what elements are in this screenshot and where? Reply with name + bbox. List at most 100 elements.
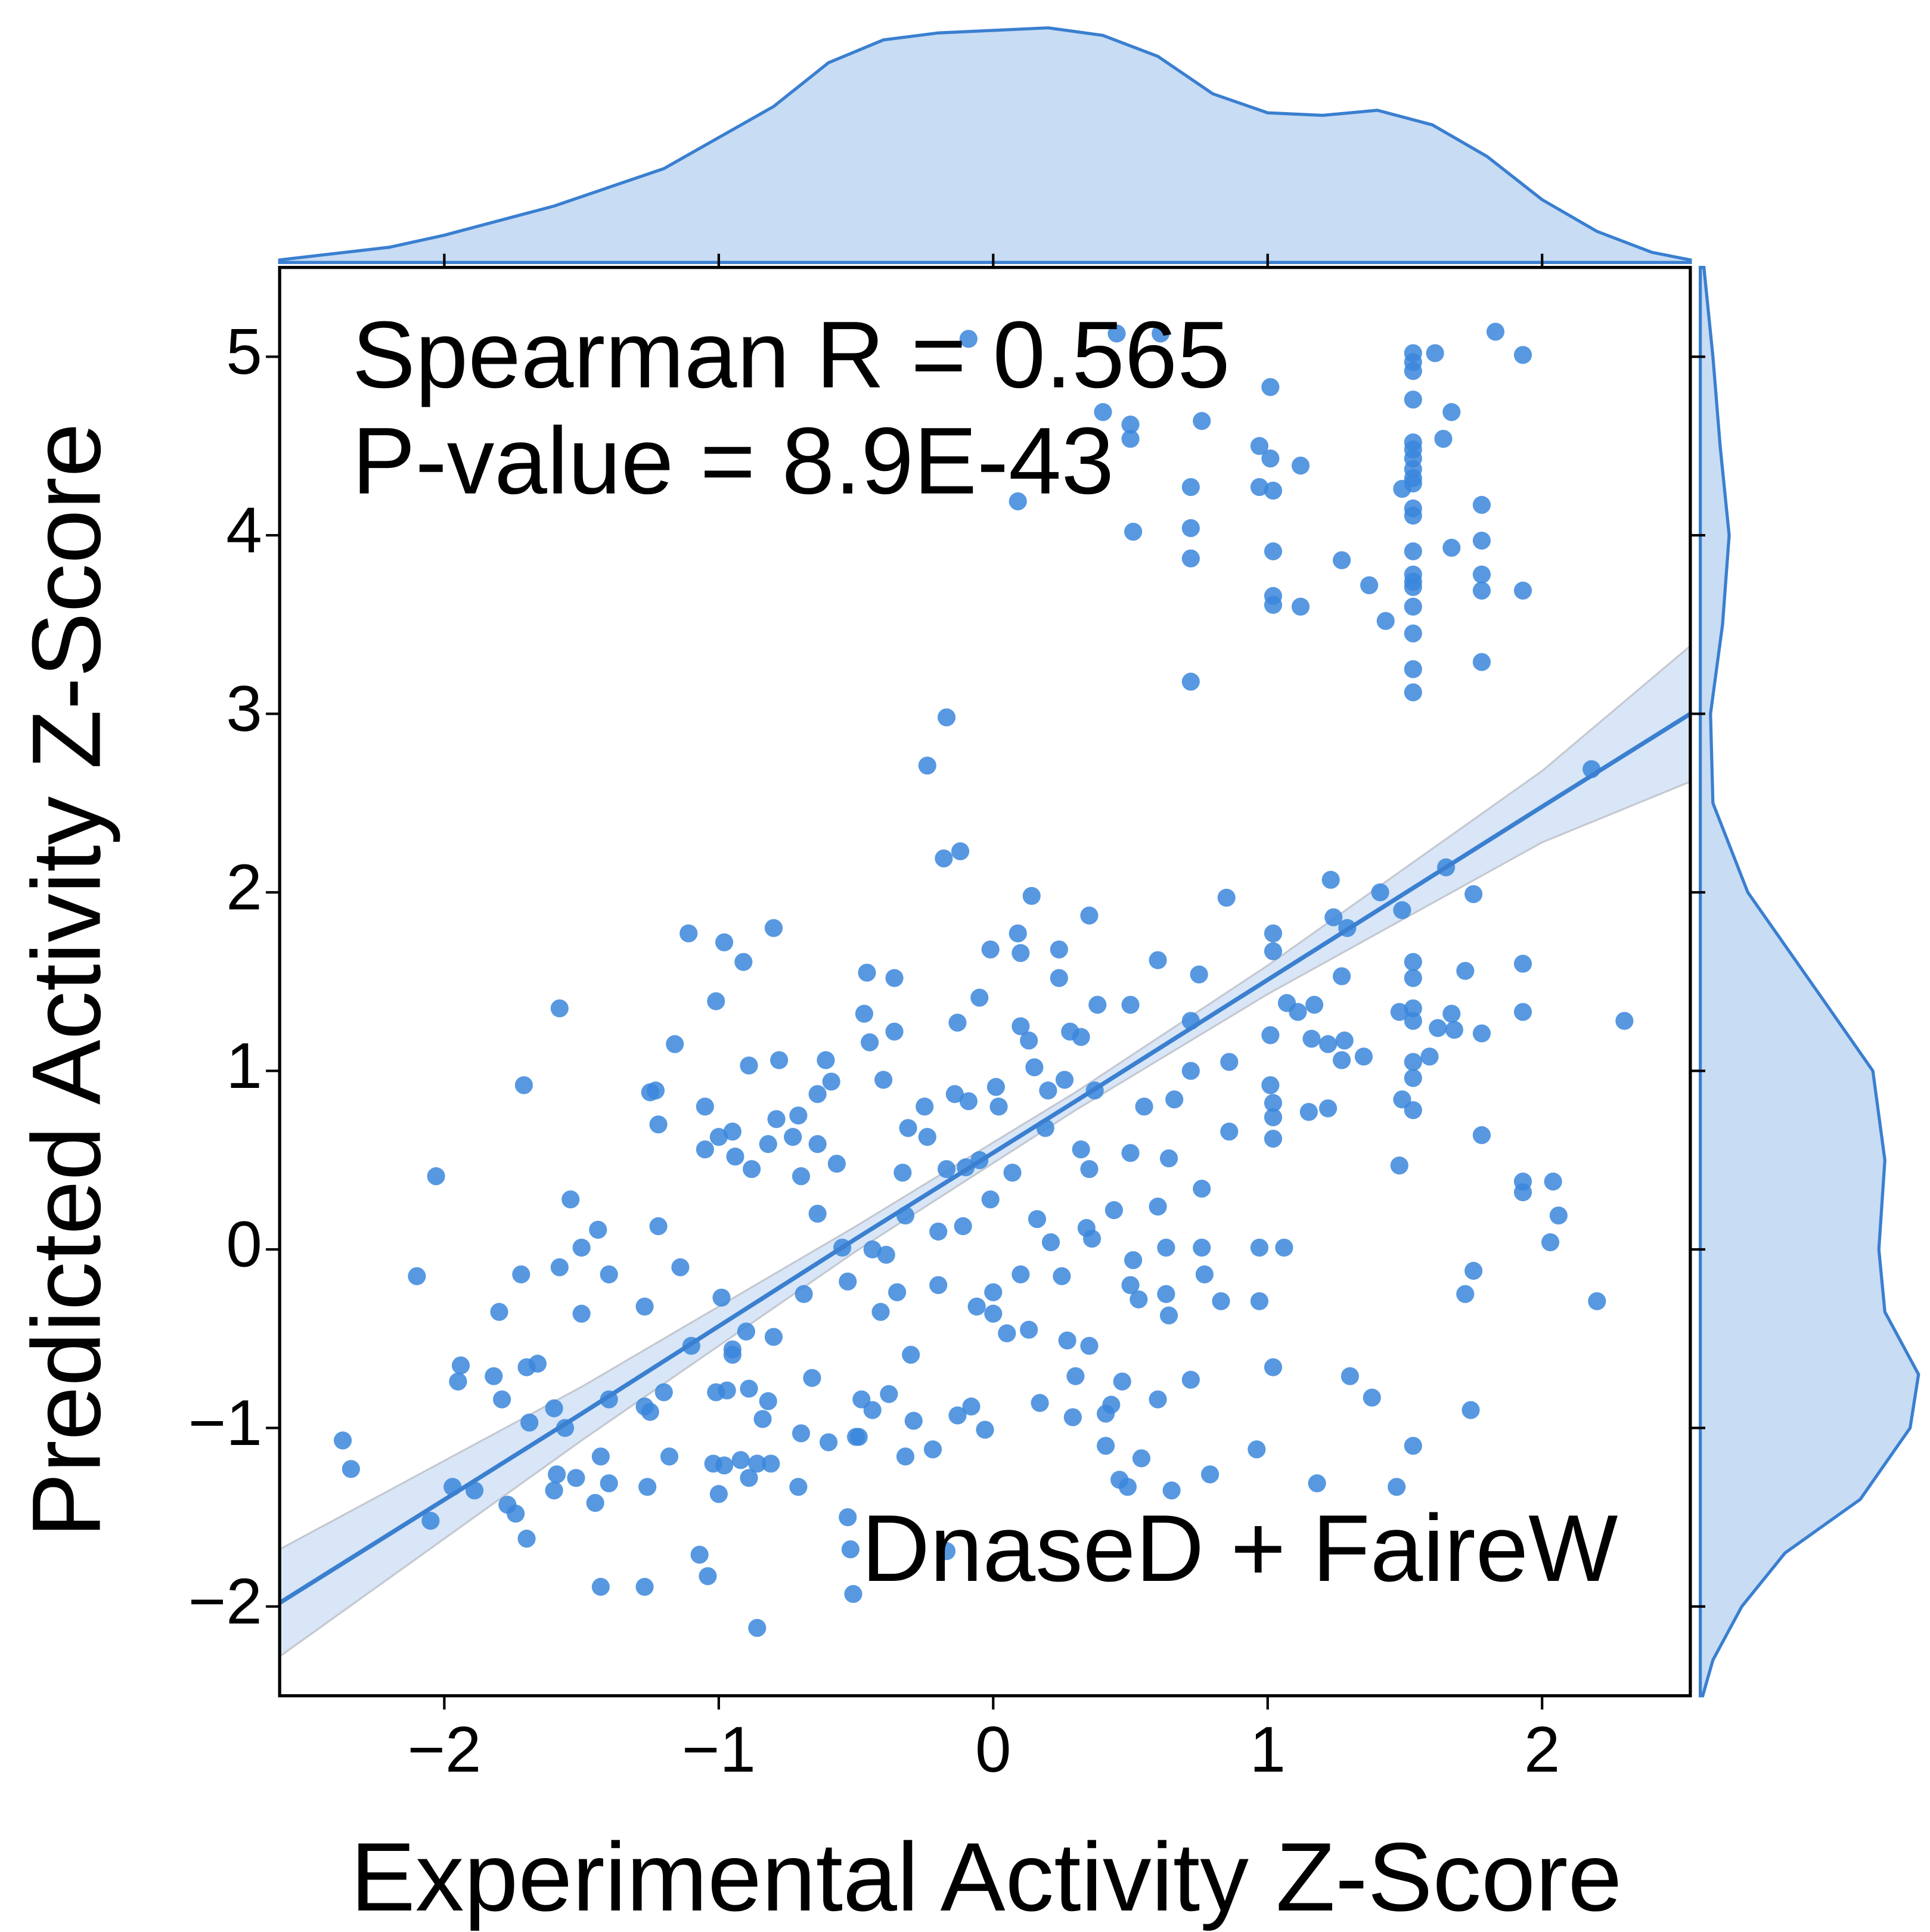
point bbox=[1426, 344, 1444, 362]
point bbox=[863, 1240, 882, 1259]
point bbox=[1039, 1081, 1057, 1100]
point bbox=[1121, 1144, 1140, 1162]
point bbox=[635, 1577, 654, 1596]
point bbox=[707, 992, 725, 1010]
point bbox=[808, 1085, 827, 1103]
point bbox=[1118, 1478, 1137, 1496]
point bbox=[567, 1469, 585, 1487]
point bbox=[1152, 324, 1170, 343]
point bbox=[1261, 449, 1280, 468]
point bbox=[784, 1128, 802, 1146]
point bbox=[981, 940, 1000, 959]
point bbox=[696, 1097, 714, 1116]
point bbox=[660, 1447, 679, 1466]
point bbox=[671, 1258, 690, 1276]
point bbox=[1009, 492, 1027, 511]
point bbox=[649, 1115, 668, 1134]
point bbox=[789, 1106, 808, 1125]
point bbox=[1299, 1103, 1318, 1121]
point bbox=[1121, 996, 1140, 1014]
point bbox=[937, 708, 956, 727]
point bbox=[638, 1478, 657, 1496]
point bbox=[1513, 1183, 1532, 1202]
point bbox=[1360, 576, 1379, 594]
y-density bbox=[1699, 266, 1920, 1698]
point bbox=[715, 1456, 734, 1475]
point bbox=[1513, 1003, 1532, 1021]
y-tick-label: 1 bbox=[226, 1029, 262, 1102]
y-tick-label: −1 bbox=[188, 1387, 262, 1459]
point bbox=[1390, 1003, 1408, 1021]
x-axis-title: Experimental Activity Z-Score bbox=[350, 1822, 1622, 1931]
point bbox=[1354, 1047, 1373, 1066]
point bbox=[976, 1421, 994, 1439]
point bbox=[792, 1424, 811, 1443]
point bbox=[1404, 1053, 1422, 1071]
point bbox=[967, 1297, 986, 1316]
point bbox=[855, 1004, 873, 1023]
point bbox=[1080, 906, 1099, 925]
point bbox=[959, 1092, 978, 1111]
point bbox=[1291, 597, 1310, 616]
point bbox=[1025, 1058, 1044, 1077]
point bbox=[1264, 942, 1283, 960]
point bbox=[715, 933, 734, 951]
point bbox=[1181, 519, 1200, 538]
point bbox=[743, 1160, 761, 1179]
point bbox=[1121, 430, 1140, 448]
point bbox=[970, 988, 989, 1007]
point bbox=[1080, 1160, 1099, 1179]
point bbox=[880, 1385, 898, 1403]
point bbox=[1404, 597, 1422, 616]
point bbox=[1072, 1140, 1090, 1159]
point bbox=[1264, 1108, 1283, 1127]
x-tick-label: 2 bbox=[1524, 1713, 1560, 1786]
point bbox=[929, 1222, 948, 1241]
point bbox=[600, 1474, 618, 1493]
point bbox=[1318, 1099, 1338, 1118]
y-tick-label: 3 bbox=[226, 672, 262, 745]
point bbox=[740, 1379, 758, 1398]
point bbox=[1308, 1474, 1326, 1493]
point bbox=[1135, 1097, 1153, 1116]
point bbox=[1009, 924, 1027, 942]
regression-line bbox=[280, 712, 1690, 1605]
point bbox=[1250, 477, 1269, 497]
point bbox=[723, 1122, 741, 1141]
point bbox=[1472, 653, 1491, 671]
point bbox=[1132, 1449, 1151, 1468]
point bbox=[1404, 624, 1422, 643]
point bbox=[1080, 1336, 1099, 1355]
point bbox=[1113, 1372, 1131, 1391]
point bbox=[1333, 967, 1351, 985]
point bbox=[1289, 1003, 1307, 1021]
point bbox=[1121, 415, 1140, 434]
point bbox=[808, 1204, 827, 1223]
point bbox=[929, 1276, 948, 1294]
point bbox=[951, 842, 970, 861]
point bbox=[1513, 581, 1532, 600]
point bbox=[1264, 481, 1283, 500]
point bbox=[709, 1485, 728, 1503]
point bbox=[1404, 390, 1422, 409]
point bbox=[753, 1410, 772, 1428]
point bbox=[893, 1164, 912, 1182]
point bbox=[427, 1167, 445, 1186]
model-label: DnaseD + FaireW bbox=[861, 1495, 1618, 1601]
point bbox=[770, 1051, 789, 1069]
point bbox=[545, 1481, 563, 1500]
point bbox=[572, 1238, 591, 1257]
point bbox=[1404, 362, 1422, 380]
point bbox=[904, 1412, 923, 1430]
point bbox=[984, 1283, 1003, 1301]
point bbox=[1404, 1069, 1422, 1087]
x-tick-label: −1 bbox=[682, 1713, 756, 1786]
point bbox=[877, 1245, 895, 1264]
point bbox=[635, 1297, 654, 1316]
point bbox=[342, 1460, 360, 1478]
point bbox=[1149, 1390, 1167, 1409]
point bbox=[1404, 969, 1422, 987]
point bbox=[937, 1160, 956, 1179]
point bbox=[1264, 924, 1283, 942]
